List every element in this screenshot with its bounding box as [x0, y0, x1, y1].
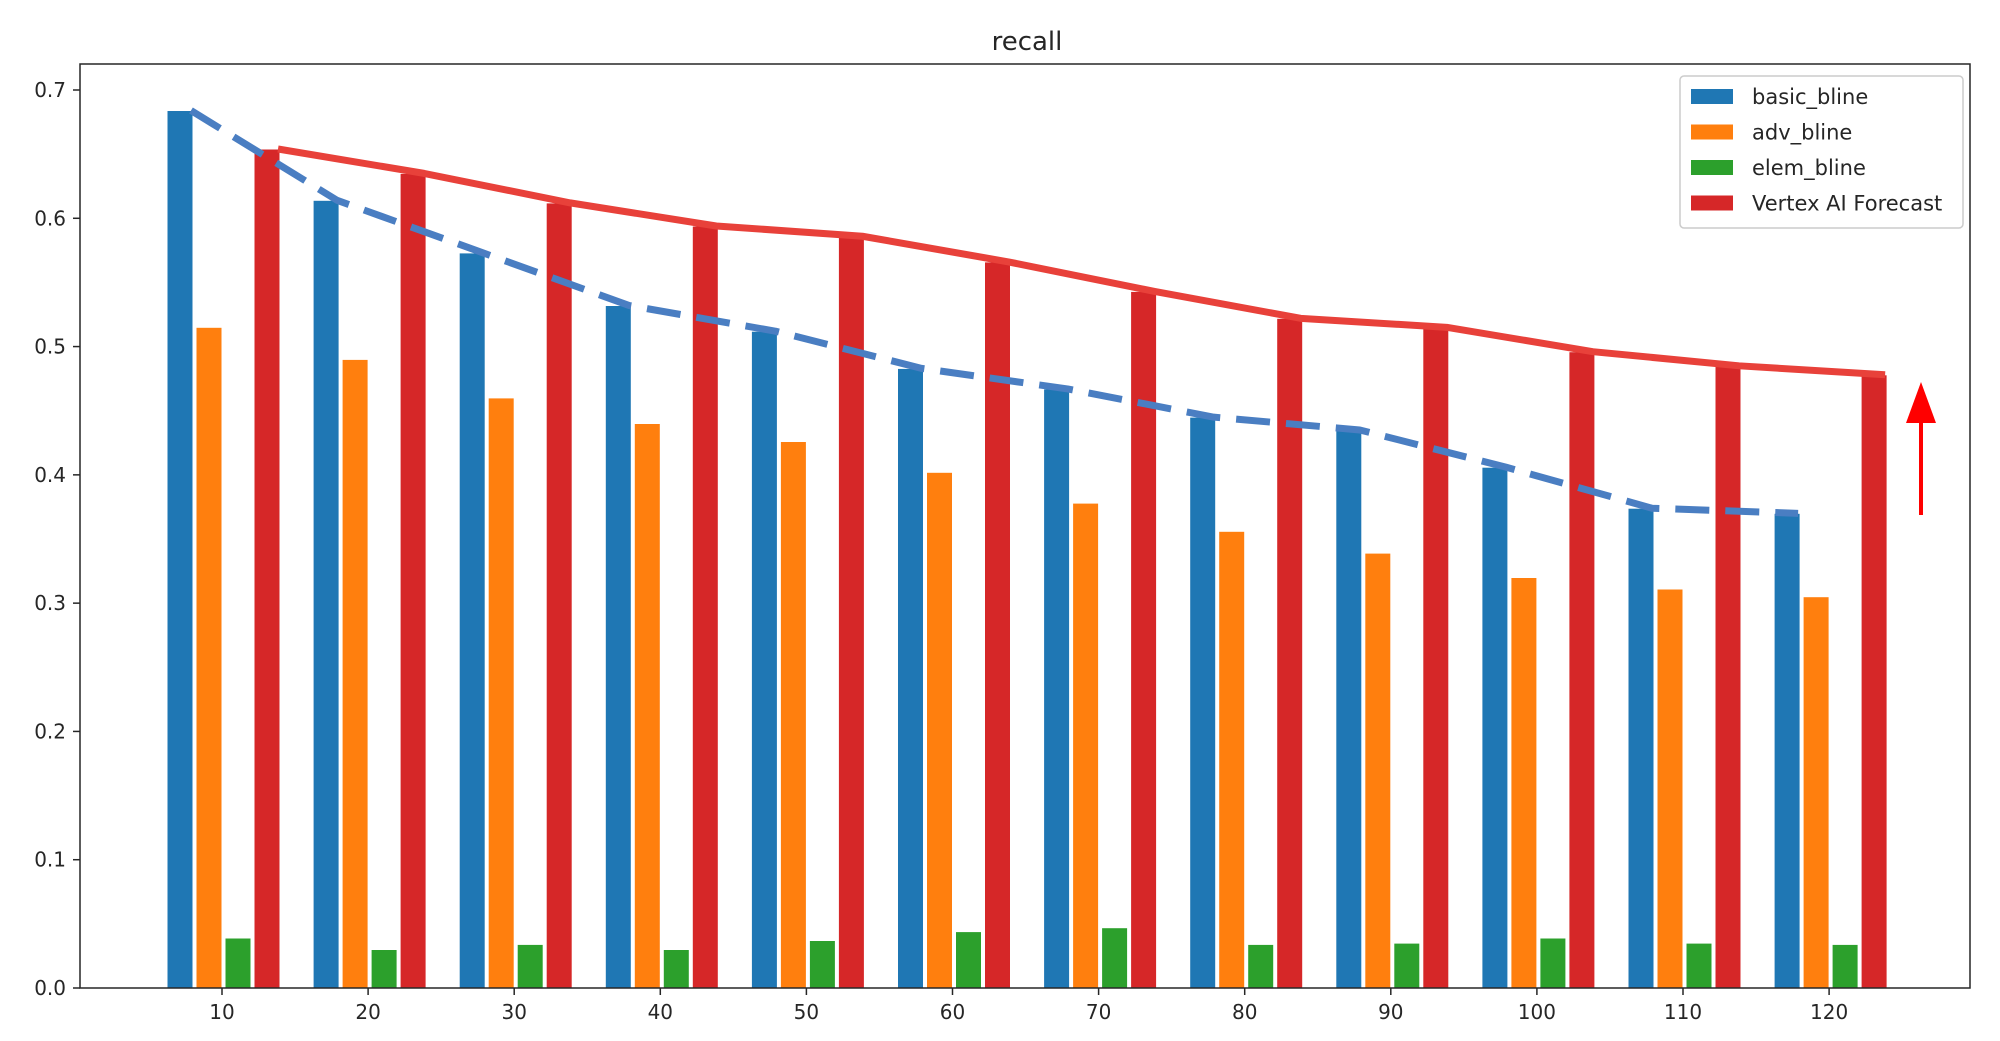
x-tick-label: 80 [1232, 1000, 1257, 1024]
bar-adv-bline-70 [1072, 502, 1100, 989]
plot-frame [79, 63, 1971, 989]
bar-basic-bline-40 [604, 305, 632, 989]
legend-box [1679, 75, 1964, 229]
legend-swatch [1691, 160, 1733, 175]
arrow-head [1906, 382, 1936, 423]
legend-label: basic_bline [1752, 85, 1868, 110]
bar-adv-bline-10 [195, 326, 223, 989]
bar-basic-bline-120 [1773, 512, 1801, 989]
bars-layer [166, 110, 1888, 989]
bar-elem-bline-100 [1539, 937, 1567, 989]
axes-layer: 0.0 0.1 0.2 0.3 0.4 0.5 0.6 0.7 10 20 30 40 50 60 70 80… [34, 63, 1971, 1024]
legend-label: elem_bline [1752, 156, 1866, 181]
legend-label: Vertex AI Forecast [1752, 192, 1942, 216]
bar-vertex-ai-forecast-120 [1860, 374, 1888, 989]
bar-adv-bline-90 [1364, 552, 1392, 989]
y-tick-label: 0.7 [34, 78, 66, 102]
y-tick-label: 0.1 [34, 848, 66, 872]
bar-vertex-ai-forecast-60 [984, 261, 1011, 989]
x-tick-label: 30 [501, 1000, 526, 1024]
solid-trend-line-vertex-ai-forecast [277, 145, 1886, 379]
x-tick-label: 20 [355, 1000, 380, 1024]
bar-adv-bline-20 [341, 358, 369, 989]
bar-elem-bline-70 [1101, 927, 1129, 989]
x-tick-label: 100 [1518, 1000, 1556, 1024]
x-tick-label: 90 [1378, 1000, 1403, 1024]
bar-adv-bline-120 [1802, 596, 1830, 989]
bar-adv-bline-50 [779, 441, 807, 989]
legend-label: adv_bline [1752, 121, 1852, 146]
annotation-arrow [1906, 382, 1936, 515]
x-tick-label: 70 [1086, 1000, 1111, 1024]
bar-vertex-ai-forecast-20 [399, 172, 427, 989]
bar-elem-bline-40 [662, 949, 690, 989]
legend: basic_bline adv_bline elem_bline Vertex AI … [1679, 75, 1964, 229]
bar-vertex-ai-forecast-40 [691, 225, 719, 989]
bar-elem-bline-30 [516, 943, 544, 989]
bar-basic-bline-30 [458, 252, 486, 989]
bar-elem-bline-80 [1247, 943, 1275, 989]
bar-elem-bline-90 [1393, 942, 1421, 989]
bar-vertex-ai-forecast-10 [253, 148, 281, 989]
bar-basic-bline-80 [1189, 416, 1217, 989]
bar-elem-bline-10 [224, 937, 252, 989]
bar-vertex-ai-forecast-30 [545, 202, 573, 989]
bar-adv-bline-40 [633, 423, 661, 989]
bar-adv-bline-30 [487, 397, 515, 989]
bar-elem-bline-60 [955, 931, 982, 989]
bar-vertex-ai-forecast-50 [837, 235, 865, 989]
x-tick-label: 10 [209, 1000, 234, 1024]
bar-basic-bline-10 [166, 110, 194, 989]
legend-swatch [1691, 195, 1733, 211]
bar-vertex-ai-forecast-100 [1568, 351, 1596, 989]
legend-swatch [1691, 124, 1733, 140]
x-tick-label: 120 [1810, 1000, 1848, 1024]
y-tick-label: 0.3 [34, 591, 66, 615]
bar-vertex-ai-forecast-70 [1130, 290, 1158, 989]
bar-basic-bline-60 [897, 367, 924, 989]
bar-adv-bline-110 [1656, 588, 1684, 989]
bar-adv-bline-60 [926, 471, 953, 989]
bar-vertex-ai-forecast-110 [1714, 365, 1742, 989]
bar-elem-bline-50 [808, 940, 836, 989]
bar-basic-bline-70 [1043, 388, 1071, 989]
bar-basic-bline-110 [1627, 507, 1655, 989]
x-tick-label: 50 [794, 1000, 819, 1024]
y-tick-label: 0.6 [34, 206, 66, 230]
bar-adv-bline-80 [1218, 530, 1246, 989]
x-tick-label: 110 [1664, 1000, 1702, 1024]
bar-basic-bline-90 [1335, 429, 1363, 989]
legend-swatch [1691, 89, 1733, 104]
chart-title: recall [992, 27, 1063, 57]
y-tick-label: 0.5 [34, 335, 66, 359]
bar-vertex-ai-forecast-90 [1422, 326, 1450, 989]
bar-vertex-ai-forecast-80 [1276, 317, 1304, 989]
bar-adv-bline-100 [1510, 577, 1538, 989]
x-tick-label: 60 [940, 1000, 965, 1024]
bar-elem-bline-120 [1831, 943, 1859, 989]
bar-basic-bline-20 [312, 199, 340, 989]
y-tick-label: 0.2 [34, 719, 66, 743]
y-tick-label: 0.4 [34, 463, 66, 487]
bar-elem-bline-20 [370, 949, 398, 989]
bar-basic-bline-50 [750, 330, 778, 989]
y-tick-label: 0.0 [34, 976, 66, 1000]
dashed-trend-line-basic-bline [189, 107, 1799, 517]
bar-basic-bline-100 [1481, 466, 1509, 989]
trend-layer [189, 107, 1886, 517]
x-tick-label: 40 [648, 1000, 673, 1024]
bar-elem-bline-110 [1685, 942, 1713, 989]
